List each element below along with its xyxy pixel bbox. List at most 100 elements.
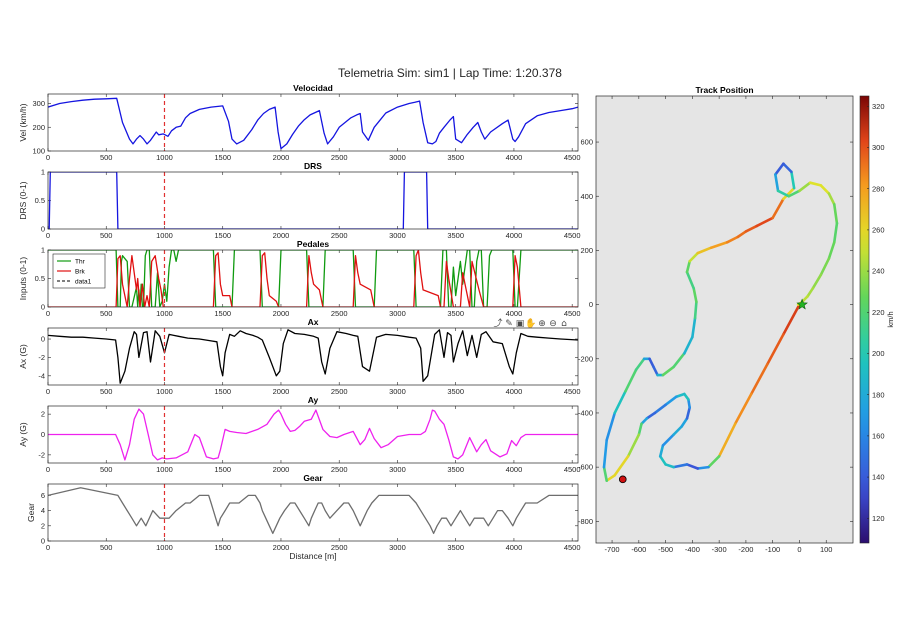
- series-line-0: [48, 97, 578, 150]
- x-tick-label: -100: [765, 545, 780, 554]
- x-tick-label: 4500: [564, 387, 581, 396]
- y-tick-label: 6: [41, 491, 45, 500]
- track-segment: [648, 357, 655, 369]
- track-segment: [782, 303, 801, 336]
- x-tick-label: 2500: [331, 153, 348, 162]
- track-segment: [696, 246, 713, 255]
- plot-border: [595, 95, 854, 544]
- x-tick-label: 500: [100, 543, 113, 552]
- track-segment: [661, 433, 675, 447]
- colorbar-label: km/h: [886, 311, 895, 327]
- y-tick-label: 0: [41, 335, 45, 344]
- track-segment: [658, 455, 667, 466]
- x-tick-label: 2500: [331, 465, 348, 474]
- x-tick-label: 0: [46, 309, 50, 318]
- home-icon[interactable]: ⌂: [561, 319, 567, 329]
- track-segment: [688, 251, 700, 263]
- chart-ax: 0 500 1000 1500 2000 2500 3000 3500 4000 4500 -4 -2…: [18, 317, 581, 396]
- x-tick-label: 4500: [564, 231, 581, 240]
- y-tick-label: 0.5: [35, 274, 45, 283]
- track-segment: [653, 403, 667, 415]
- track-segment: [827, 240, 836, 260]
- x-tick-label: 0: [46, 543, 50, 552]
- x-tick-label: 3500: [447, 387, 464, 396]
- x-tick-label: 2500: [331, 387, 348, 396]
- track-segment: [652, 365, 659, 377]
- x-tick-label: -500: [658, 545, 673, 554]
- series-line-0: [48, 487, 578, 535]
- export-icon[interactable]: ⤴: [493, 317, 502, 329]
- x-tick-label: 100: [820, 545, 833, 554]
- plot-content: [48, 328, 578, 385]
- y-axis-label: Ax (G): [18, 344, 28, 369]
- chart-track: -700 -600 -500 -400 -300 -200 -100 0 100 -800 -600…: [578, 85, 895, 554]
- y-tick-label: -200: [578, 354, 593, 363]
- x-tick-label: 1500: [214, 543, 231, 552]
- x-tick-label: 0: [46, 465, 50, 474]
- x-tick-label: 3500: [447, 309, 464, 318]
- x-tick-label: 3000: [389, 387, 406, 396]
- x-tick-label: 0: [797, 545, 801, 554]
- colorbar-tick-label: 280: [872, 184, 885, 193]
- axes-toolbar[interactable]: ⤴ ✎ ▣ ✋ ⊕ ⊖ ⌂: [493, 317, 567, 329]
- y-tick-label: 0: [41, 537, 45, 546]
- x-tick-label: 3000: [389, 543, 406, 552]
- x-tick-label: 0: [46, 387, 50, 396]
- x-tick-label: 1000: [156, 465, 173, 474]
- track-segment: [693, 300, 698, 320]
- x-tick-label: 500: [100, 231, 113, 240]
- track-segment: [755, 216, 774, 228]
- track-segment: [782, 186, 796, 201]
- chart-ped: 0 500 1000 1500 2000 2500 3000 3500 4000 4500 0 0.5…: [18, 239, 581, 318]
- colorbar-tick-label: 300: [872, 143, 885, 152]
- chart-title: DRS: [304, 161, 322, 171]
- track-segment: [696, 465, 710, 470]
- datatip-icon[interactable]: ▣: [516, 319, 525, 329]
- legend: Thr Brk data1: [52, 253, 106, 289]
- zoom-in-icon[interactable]: ⊕: [538, 319, 546, 329]
- track-segment: [605, 411, 617, 442]
- series-line-0: [48, 408, 578, 461]
- track-segment: [672, 425, 683, 436]
- track-segment: [787, 189, 801, 198]
- track-segment: [672, 352, 686, 369]
- plot-content: [48, 94, 578, 151]
- track-segment: [661, 365, 675, 377]
- x-tick-label: 2000: [273, 465, 290, 474]
- x-tick-label: 1000: [156, 543, 173, 552]
- track-segment: [744, 224, 758, 233]
- track-segment: [675, 392, 686, 399]
- series-line-Brk: [48, 250, 578, 307]
- plot-border: [47, 171, 579, 230]
- track-segment: [717, 422, 737, 458]
- pan-icon[interactable]: ✋: [525, 317, 536, 329]
- y-tick-label: 100: [32, 147, 45, 156]
- track-segment: [725, 235, 740, 244]
- x-tick-label: 4500: [564, 465, 581, 474]
- y-tick-label: 2: [41, 410, 45, 419]
- x-tick-label: 0: [46, 231, 50, 240]
- x-tick-label: 3500: [447, 543, 464, 552]
- colorbar-tick-label: 160: [872, 431, 885, 440]
- x-tick-label: 4000: [506, 309, 523, 318]
- x-tick-label: -300: [712, 545, 727, 554]
- plot-border: [47, 327, 579, 386]
- track-segment: [602, 438, 609, 469]
- y-tick-label: 4: [41, 506, 45, 515]
- x-tick-label: 500: [100, 153, 113, 162]
- track-segment: [634, 357, 646, 371]
- y-tick-label: 400: [580, 192, 593, 201]
- y-tick-label: 1: [41, 246, 45, 255]
- zoom-out-icon[interactable]: ⊖: [549, 319, 557, 329]
- track-segment: [790, 170, 796, 190]
- y-tick-label: 300: [32, 99, 45, 108]
- brush-icon[interactable]: ✎: [505, 319, 513, 329]
- y-tick-label: -2: [38, 450, 45, 459]
- plot-border: [47, 483, 579, 542]
- x-tick-label: 3000: [389, 465, 406, 474]
- car-position-marker: [618, 475, 627, 484]
- series-line-0: [48, 329, 578, 384]
- x-tick-label: 4000: [506, 543, 523, 552]
- track-segment: [733, 392, 753, 426]
